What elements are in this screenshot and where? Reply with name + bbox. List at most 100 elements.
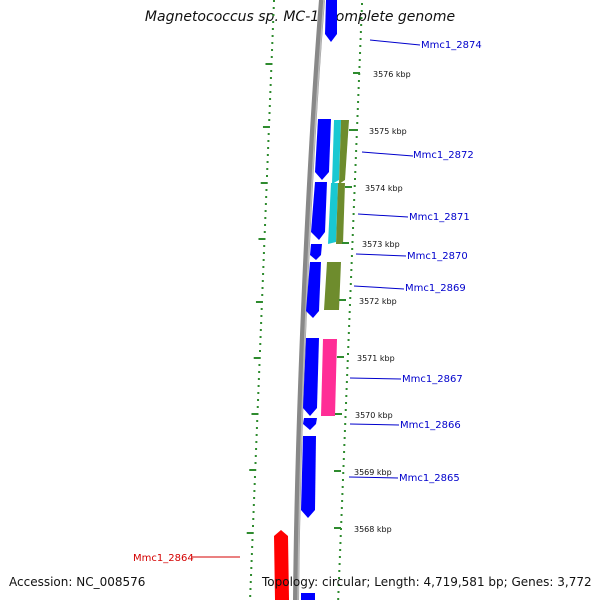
orf-dash xyxy=(253,476,256,478)
orf-dash xyxy=(262,126,270,128)
orf-dash xyxy=(343,437,346,439)
kbp-tick xyxy=(342,242,349,244)
kbp-tick xyxy=(349,129,356,131)
cds-feature[interactable] xyxy=(301,593,315,600)
cds-feature-cyan[interactable] xyxy=(328,183,338,244)
cds-feature[interactable] xyxy=(315,119,331,180)
orf-dash xyxy=(355,143,358,145)
gene-leader-line xyxy=(357,213,409,218)
orf-dash xyxy=(346,367,349,369)
orf-dash xyxy=(266,175,268,177)
orf-dash xyxy=(261,294,264,296)
orf-dash xyxy=(264,210,267,212)
orf-dash xyxy=(359,31,362,33)
cds-feature[interactable] xyxy=(310,244,322,260)
orf-dash xyxy=(268,119,271,121)
orf-dash xyxy=(264,217,267,219)
orf-dash xyxy=(273,0,275,2)
cds-feature[interactable] xyxy=(303,338,319,416)
gene-label[interactable]: Mmc1_2869 xyxy=(405,283,466,294)
cds-feature[interactable] xyxy=(306,262,321,318)
gene-label[interactable]: Mmc1_2870 xyxy=(407,251,468,262)
orf-dash xyxy=(257,385,260,387)
orf-dash xyxy=(265,196,268,198)
orf-dash xyxy=(269,91,272,93)
orf-dash xyxy=(343,444,346,446)
orf-dash xyxy=(348,304,351,306)
cds-feature[interactable] xyxy=(303,418,317,430)
orf-dash xyxy=(266,168,269,170)
orf-dash xyxy=(355,129,358,131)
orf-dash xyxy=(348,325,351,327)
orf-dash xyxy=(252,511,255,513)
genome-backbone-highlight xyxy=(297,0,325,600)
cds-feature-olive[interactable] xyxy=(336,183,345,244)
orf-dash xyxy=(250,553,253,555)
cds-feature[interactable] xyxy=(325,0,337,42)
orf-dash xyxy=(266,154,269,156)
cds-feature-olive[interactable] xyxy=(339,120,349,184)
orf-dash xyxy=(249,469,257,471)
cds-feature-cyan[interactable] xyxy=(332,120,341,184)
orf-dash xyxy=(255,301,263,303)
orf-dash xyxy=(255,434,258,436)
cds-feature[interactable] xyxy=(311,182,327,240)
orf-dash xyxy=(260,182,268,184)
orf-dash xyxy=(348,311,351,313)
orf-dash xyxy=(353,185,356,187)
orf-dash xyxy=(356,108,359,110)
orf-dash xyxy=(251,539,254,541)
orf-dash xyxy=(341,500,344,502)
gene-label[interactable]: Mmc1_2867 xyxy=(402,374,463,385)
cds-feature-reverse[interactable] xyxy=(274,530,289,600)
kbp-label: 3568 kbp xyxy=(354,525,392,534)
orf-dash xyxy=(249,595,252,597)
gene-label[interactable]: Mmc1_2866 xyxy=(400,420,461,431)
orf-dash xyxy=(262,252,265,254)
orf-dash xyxy=(357,80,360,82)
orf-dash xyxy=(350,262,353,264)
orf-dash xyxy=(264,203,267,205)
orf-dash xyxy=(257,399,260,401)
orf-dash xyxy=(254,462,257,464)
orf-dash xyxy=(342,472,345,474)
cds-feature-olive[interactable] xyxy=(324,262,341,310)
kbp-label: 3569 kbp xyxy=(354,468,392,477)
orf-dash xyxy=(257,392,260,394)
orf-dash xyxy=(251,546,254,548)
gene-labels: Mmc1_2874 Mmc1_2872 Mmc1_2871 Mmc1_2870 Mmc1… xyxy=(133,39,482,564)
orf-dash xyxy=(355,136,358,138)
orf-dash xyxy=(262,266,265,268)
orf-dash xyxy=(254,455,257,457)
orf-dash xyxy=(341,486,344,488)
orf-dash xyxy=(271,42,274,44)
gene-label[interactable]: Mmc1_2865 xyxy=(399,473,460,484)
gene-label[interactable]: Mmc1_2872 xyxy=(413,150,474,161)
orf-dash xyxy=(350,255,353,257)
orf-dash xyxy=(348,318,351,320)
kbp-tick xyxy=(334,470,341,472)
orf-dash xyxy=(253,490,256,492)
orf-dash xyxy=(271,49,274,51)
orf-dash xyxy=(260,308,263,310)
orf-dash xyxy=(262,259,265,261)
orf-dash xyxy=(352,206,355,208)
orf-dash xyxy=(337,598,340,600)
orf-dash xyxy=(354,171,357,173)
orf-dash xyxy=(347,332,350,334)
orf-dash xyxy=(356,122,359,124)
orf-dash xyxy=(272,21,275,23)
cds-feature-magenta[interactable] xyxy=(321,339,337,416)
gene-label[interactable]: Mmc1_2874 xyxy=(421,40,482,51)
gene-label[interactable]: Mmc1_2871 xyxy=(409,212,470,223)
cds-feature[interactable] xyxy=(301,436,316,518)
orf-dash xyxy=(359,38,362,40)
orf-dash xyxy=(260,322,263,324)
orf-dash xyxy=(339,542,342,544)
gene-label[interactable]: Mmc1_2864 xyxy=(133,553,194,564)
orf-dash xyxy=(255,448,258,450)
kbp-tick xyxy=(334,527,341,529)
orf-dash xyxy=(340,521,343,523)
orf-dash xyxy=(262,273,265,275)
